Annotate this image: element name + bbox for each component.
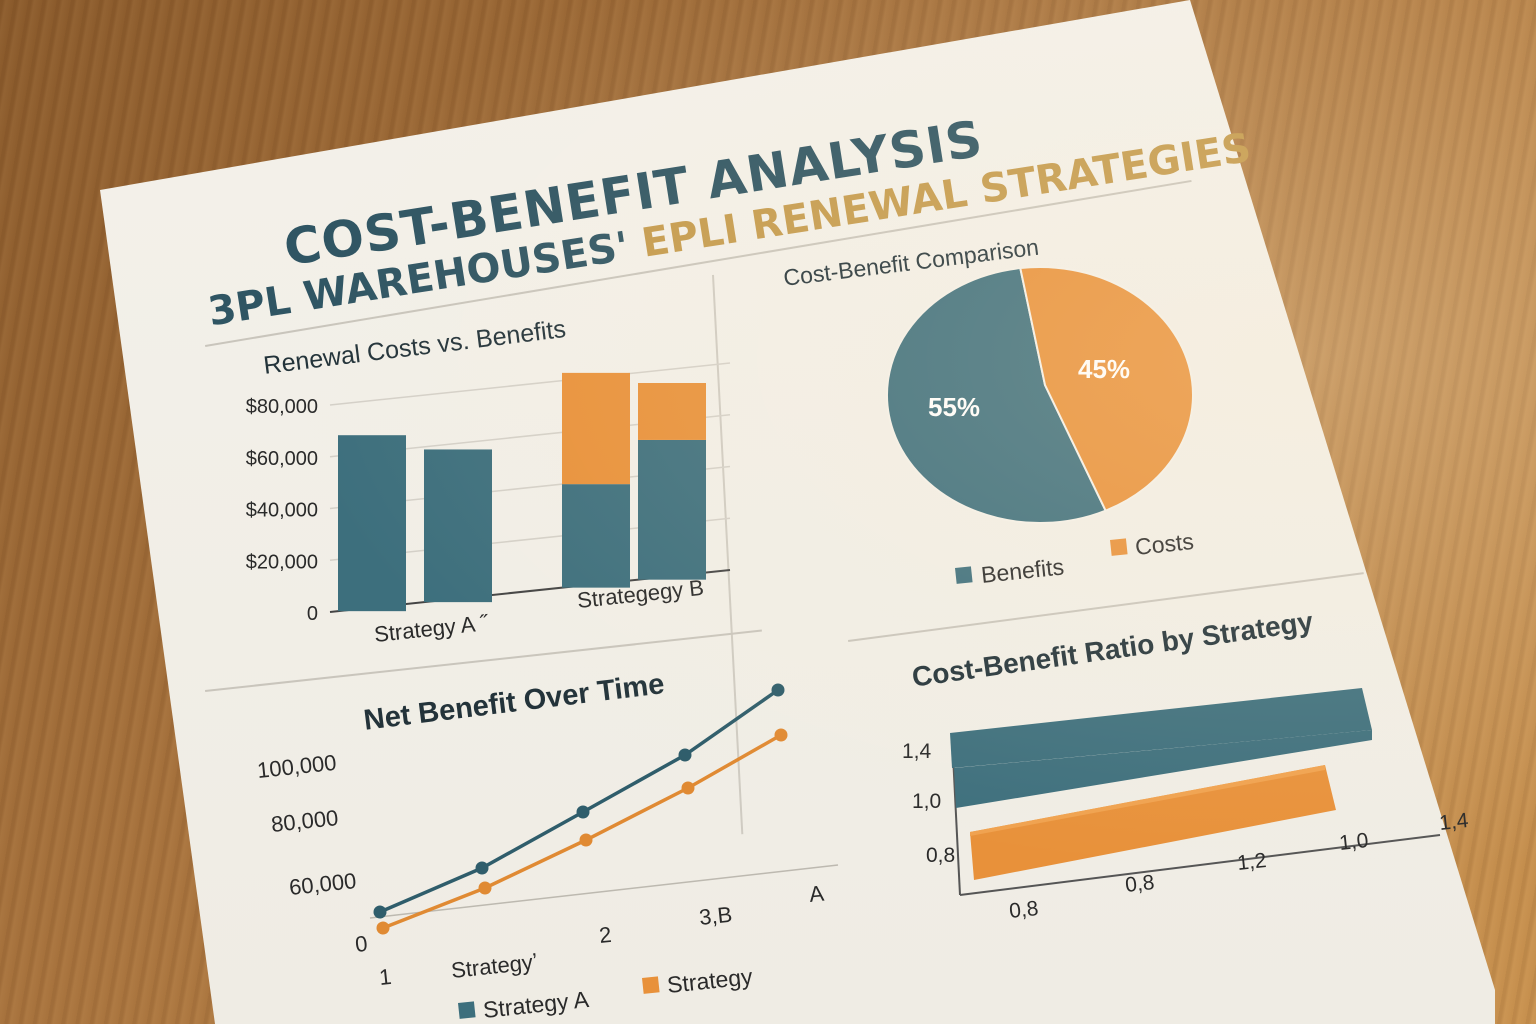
bar-y-tick-label: $80,000 bbox=[246, 396, 318, 418]
line-x-tick-label: Strategyʼ bbox=[450, 949, 539, 983]
line-point-a bbox=[678, 748, 692, 762]
line-x-tick-label: 1 bbox=[378, 964, 393, 990]
legend-label-costs: Costs bbox=[1134, 528, 1195, 560]
line-point-b bbox=[376, 921, 390, 935]
bar-y-tick-label: $40,000 bbox=[246, 500, 318, 522]
line-x-tick-label: 3,B bbox=[698, 902, 733, 930]
line-y-tick-label: 80,000 bbox=[270, 805, 340, 837]
line-point-a bbox=[475, 861, 489, 875]
legend-label-strategy: Strategy bbox=[666, 963, 754, 998]
legend-swatch-strategy bbox=[642, 976, 660, 994]
line-y-tick-label: 0 bbox=[354, 931, 369, 957]
line-y-tick-label: 60,000 bbox=[288, 868, 358, 900]
bar-cost bbox=[562, 372, 630, 485]
ratio-bar-chart: 1,4 1,0 0,8 0,8 0,8 1,2 1,0 1,4 bbox=[902, 688, 1470, 923]
bar-benefit bbox=[562, 484, 630, 588]
legend-swatch-strategy-a bbox=[457, 1001, 476, 1019]
ratio-x-axis bbox=[959, 834, 1441, 896]
ratio-bar-teal bbox=[950, 688, 1372, 768]
bar-x-label-a: Strategy A ˝ bbox=[373, 610, 490, 647]
ratio-y-tick-label: 0,8 bbox=[926, 844, 955, 867]
legend-swatch-costs bbox=[1109, 538, 1128, 556]
bar-gridline bbox=[329, 362, 731, 406]
ratio-x-tick-label: 1,4 bbox=[1438, 809, 1470, 835]
ratio-y-tick-label: 1,0 bbox=[912, 790, 941, 813]
cost-benefit-pie-chart: 55% 45% Benefits Costs bbox=[886, 266, 1195, 588]
legend-label-benefits: Benefits bbox=[980, 553, 1065, 588]
line-point-a bbox=[576, 805, 590, 819]
ratio-bar-orange bbox=[970, 765, 1336, 880]
line-point-b bbox=[681, 781, 695, 795]
line-gridline bbox=[369, 864, 839, 919]
bar-y-tick-label: $20,000 bbox=[246, 551, 318, 573]
legend-label-strategy-a: Strategy A bbox=[482, 986, 591, 1023]
line-x-tick-label: 2 bbox=[598, 922, 613, 948]
ratio-x-tick-label: 1,2 bbox=[1236, 849, 1267, 875]
pie-slice-benefits bbox=[886, 266, 1107, 524]
pie-label-benefits: 55% bbox=[928, 392, 980, 422]
ratio-x-tick-label: 0,8 bbox=[1008, 897, 1039, 923]
bar-benefit bbox=[338, 435, 406, 612]
bar-y-tick-label: 0 bbox=[307, 603, 318, 625]
line-point-a bbox=[771, 683, 785, 697]
ratio-x-tick-label: 1,0 bbox=[1338, 829, 1369, 855]
line-point-a bbox=[373, 905, 387, 919]
ratio-y-tick-label: 1,4 bbox=[902, 740, 932, 763]
pie-slice-costs bbox=[1019, 266, 1194, 512]
ratio-bar-teal bbox=[954, 730, 1372, 808]
bar-benefit bbox=[424, 449, 492, 603]
line-x-tick-label: A bbox=[808, 881, 826, 907]
line-y-tick-label: 100,000 bbox=[256, 750, 338, 783]
ratio-bar-orange-edge bbox=[970, 765, 1325, 836]
net-benefit-line-chart: 100,000 80,000 60,000 0 1 Strategyʼ 2 3,B A Str… bbox=[256, 683, 839, 1023]
line-point-b bbox=[579, 833, 593, 847]
legend-swatch-benefits bbox=[954, 566, 973, 584]
bar-benefit bbox=[638, 439, 706, 580]
renewal-bar-chart: $80,000 $60,000 $40,000 $20,000 0 Strategy A… bbox=[246, 362, 731, 647]
line-point-b bbox=[478, 881, 492, 895]
pie-label-costs: 45% bbox=[1078, 354, 1130, 384]
bar-y-tick-label: $60,000 bbox=[246, 448, 318, 470]
ratio-x-tick-label: 0,8 bbox=[1124, 871, 1155, 897]
line-series-b bbox=[382, 733, 782, 930]
line-point-b bbox=[774, 728, 788, 742]
bar-cost bbox=[638, 383, 706, 440]
